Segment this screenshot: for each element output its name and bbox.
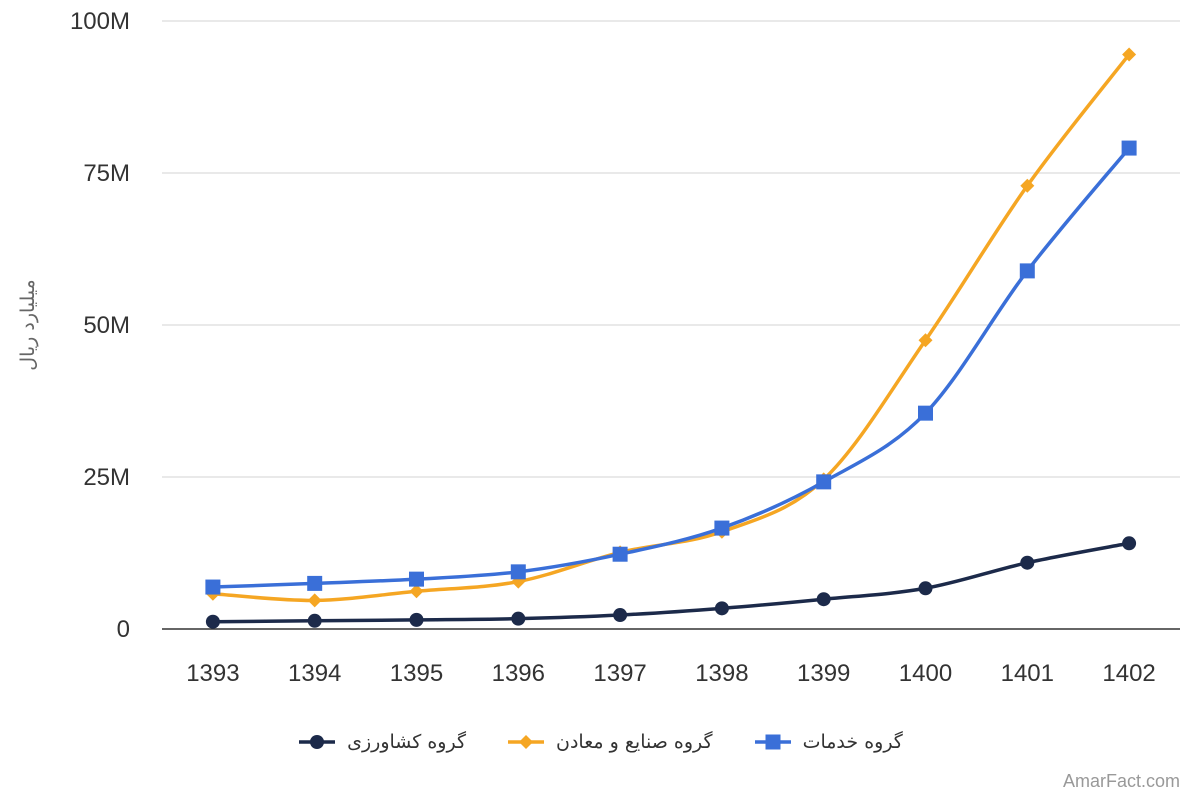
- legend-marker: [519, 735, 534, 749]
- x-tick-label: 1393: [186, 660, 239, 687]
- data-point: [612, 546, 628, 562]
- y-tick-label: 25M: [83, 464, 130, 491]
- data-point: [918, 405, 933, 421]
- legend-label: گروه صنایع و معادن: [556, 731, 713, 753]
- grid-lines: [162, 20, 1180, 478]
- x-tick-label: 1397: [593, 660, 646, 687]
- series-1: [205, 47, 1137, 608]
- series-0: [205, 536, 1137, 629]
- data-point: [409, 612, 424, 627]
- y-tick-label: 50M: [83, 312, 130, 339]
- data-point: [1122, 47, 1137, 62]
- series-line: [212, 541, 1130, 624]
- data-point: [1122, 536, 1137, 551]
- x-tick-label: 1399: [797, 660, 850, 687]
- data-point: [918, 333, 933, 348]
- data-point: [1020, 555, 1035, 570]
- x-tick-label: 1396: [492, 660, 545, 687]
- series-line: [212, 146, 1131, 589]
- data-point: [1019, 263, 1035, 279]
- data-point: [511, 611, 526, 626]
- legend: گروه کشاورزی گروه صنایع و معادن گروه خدمات: [0, 722, 1200, 762]
- series-2: [205, 140, 1137, 595]
- data-point: [307, 575, 323, 591]
- x-tick-label: 1401: [1001, 660, 1054, 687]
- data-point: [409, 584, 424, 599]
- y-axis-title: میلیارد ریال: [17, 279, 39, 370]
- data-point: [307, 613, 322, 628]
- legend-swatch: [299, 735, 336, 749]
- legend-item-0[interactable]: گروه کشاورزی: [297, 731, 466, 753]
- series-line: [212, 53, 1131, 603]
- data-point: [205, 614, 220, 629]
- watermark: AmarFact.com: [1062, 771, 1180, 791]
- data-point: [409, 571, 424, 587]
- x-tick-label: 1395: [390, 660, 443, 687]
- x-tick-label: 1398: [695, 660, 748, 687]
- y-axis-ticks: 0 25M 50M 75M 100M: [70, 8, 130, 643]
- legend-label: گروه کشاورزی: [347, 731, 467, 753]
- y-tick-label: 75M: [83, 160, 130, 187]
- data-point: [205, 579, 221, 595]
- y-tick-label: 0: [117, 616, 130, 643]
- data-point: [1121, 140, 1137, 156]
- data-point: [714, 520, 730, 536]
- data-point: [1020, 178, 1035, 193]
- legend-swatch: [508, 735, 545, 749]
- data-point: [816, 474, 832, 490]
- data-point: [307, 593, 322, 608]
- data-point: [510, 564, 526, 580]
- legend-item-2[interactable]: گروه خدمات: [753, 731, 903, 753]
- x-tick-label: 1394: [288, 660, 341, 687]
- x-tick-label: 1402: [1102, 660, 1155, 687]
- legend-label: گروه خدمات: [802, 731, 903, 753]
- x-tick-label: 1400: [899, 660, 952, 687]
- legend-marker: [765, 734, 781, 750]
- series-layer: [205, 47, 1137, 629]
- legend-marker: [310, 735, 325, 749]
- y-tick-label: 100M: [70, 8, 130, 35]
- data-point: [918, 581, 933, 596]
- data-point: [714, 601, 729, 616]
- data-point: [816, 592, 831, 607]
- legend-swatch: [754, 734, 791, 750]
- legend-item-1[interactable]: گروه صنایع و معادن: [506, 731, 713, 753]
- data-point: [613, 608, 628, 623]
- x-axis-ticks: 1393 1394 1395 1396 1397 1398 1399 1400 1401 1402: [186, 660, 1156, 687]
